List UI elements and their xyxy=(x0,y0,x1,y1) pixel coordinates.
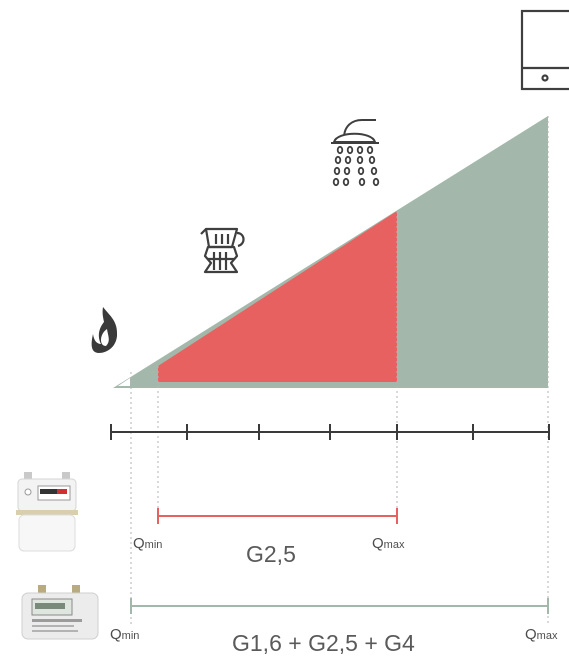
total-flow-area xyxy=(113,116,548,388)
gas-meter-large-icon xyxy=(20,585,100,640)
g25-label: G2,5 xyxy=(246,541,296,567)
g25-range-bar xyxy=(157,508,398,524)
green-qmax-label: Qmax xyxy=(525,626,558,643)
gas-meter-small-icon xyxy=(16,472,78,552)
shower-icon xyxy=(331,119,380,187)
boiler-icon xyxy=(520,9,569,91)
combined-meter-label: G1,6 + G2,5 + G4 xyxy=(232,630,415,656)
moka-pot-icon xyxy=(200,227,245,274)
guide-lines xyxy=(130,116,549,625)
red-qmax-label: Qmax xyxy=(372,535,405,552)
origin-notch xyxy=(118,378,130,386)
flame-icon xyxy=(91,307,118,353)
combined-range-bar xyxy=(130,598,549,614)
red-qmin-label: Qmin xyxy=(133,535,163,552)
flow-axis xyxy=(110,424,550,440)
g25-flow-area xyxy=(158,211,397,382)
green-qmin-label: Qmin xyxy=(110,626,140,643)
